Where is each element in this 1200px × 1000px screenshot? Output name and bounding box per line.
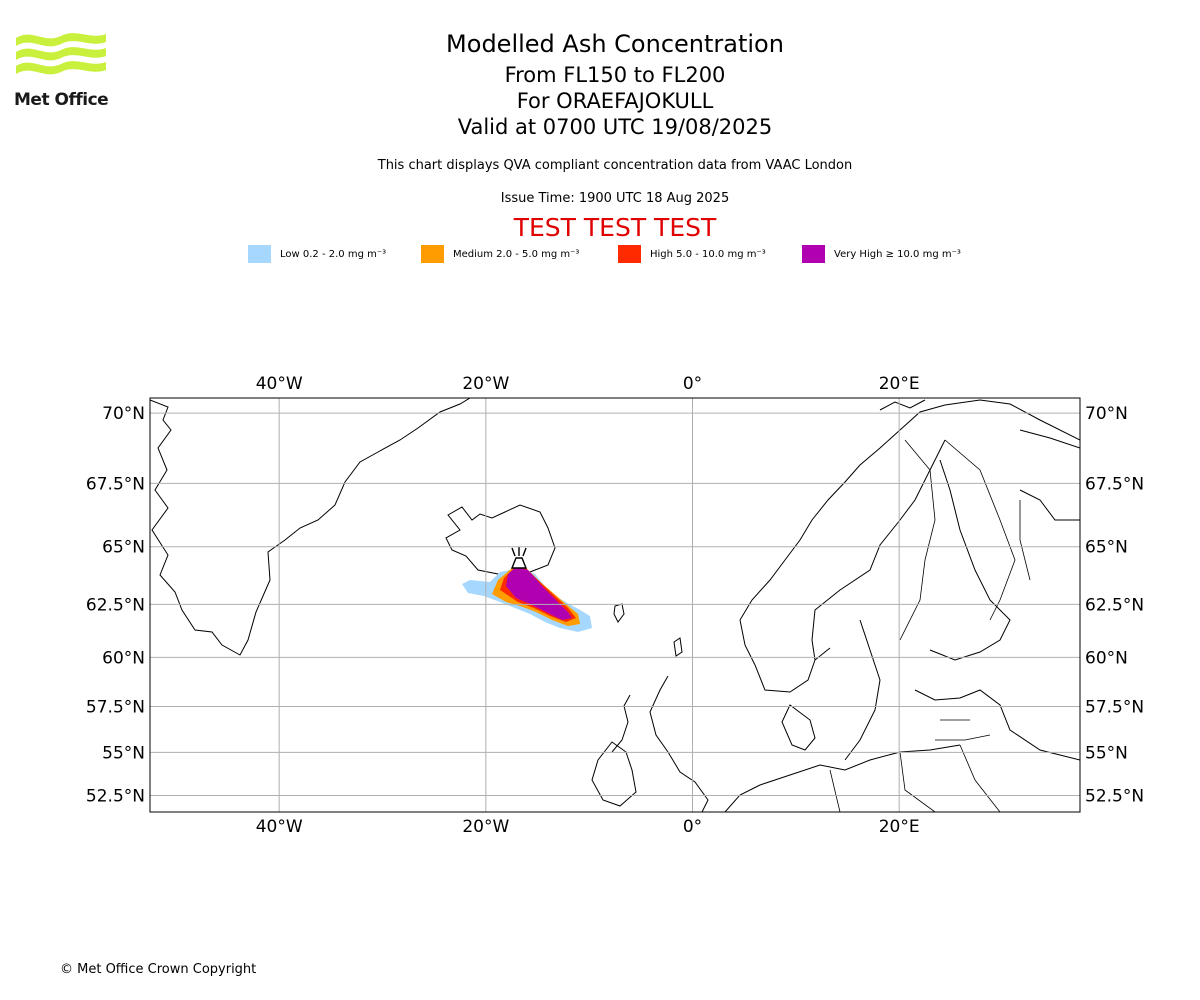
tick-labels: 40°W 40°W 20°W 20°W 0° 0° 20°E 20°E 70°N 70°N 67.5… xyxy=(86,374,1144,837)
legend-swatch-low xyxy=(248,245,271,263)
lon-tick-label-top: 20°W xyxy=(462,374,509,394)
legend-label-low: Low 0.2 - 2.0 mg m⁻³ xyxy=(280,248,387,260)
coastline-greenland xyxy=(150,398,471,656)
copyright: © Met Office Crown Copyright xyxy=(60,962,257,977)
coastline-white-sea xyxy=(1019,489,1080,521)
lon-tick-label-top: 40°W xyxy=(256,374,303,394)
coastline-baltic-states xyxy=(914,689,1080,761)
lat-tick-label-right: 57.5°N xyxy=(1085,697,1144,717)
lon-tick-label-top: 20°E xyxy=(879,374,920,394)
met-office-logo: Met Office xyxy=(14,30,109,112)
lat-tick-label-right: 67.5°N xyxy=(1085,474,1144,494)
flight-level-range: From FL150 to FL200 xyxy=(504,63,726,87)
met-office-waves-icon xyxy=(16,33,106,75)
legend-item-high: High 5.0 - 10.0 mg m⁻³ xyxy=(618,244,766,264)
coastline-continent xyxy=(724,744,961,812)
lon-tick-label-bottom: 20°W xyxy=(462,817,509,837)
coastline-norway-south xyxy=(739,619,831,693)
lat-tick-label-left: 52.5°N xyxy=(86,786,145,806)
lon-tick-label-bottom: 40°W xyxy=(256,817,303,837)
lat-tick-label-left: 70°N xyxy=(102,404,145,424)
chart-title: Modelled Ash Concentration xyxy=(446,30,784,58)
lat-tick-label-right: 65°N xyxy=(1085,538,1128,558)
volcano-icon xyxy=(510,547,528,569)
coastline-denmark xyxy=(781,704,816,751)
legend-swatch-very-high xyxy=(802,245,825,263)
met-office-logo-text: Met Office xyxy=(14,90,109,110)
legend-item-low: Low 0.2 - 2.0 mg m⁻³ xyxy=(248,244,386,264)
coastline-iceland xyxy=(445,504,556,579)
test-banner: TEST TEST TEST xyxy=(513,213,717,242)
lon-tick-label-top: 0° xyxy=(683,374,702,394)
lat-tick-label-right: 52.5°N xyxy=(1085,786,1144,806)
issue-time: Issue Time: 1900 UTC 18 Aug 2025 xyxy=(500,191,730,206)
legend-item-medium: Medium 2.0 - 5.0 mg m⁻³ xyxy=(421,244,579,264)
coastline-northern-fragments xyxy=(879,399,926,411)
lon-tick-label-bottom: 20°E xyxy=(879,817,920,837)
lat-tick-label-left: 57.5°N xyxy=(86,697,145,717)
lat-tick-label-right: 62.5°N xyxy=(1085,595,1144,615)
coastline-orkney xyxy=(673,637,683,657)
lat-tick-label-left: 55°N xyxy=(102,743,145,763)
ash-plume-very-high xyxy=(506,567,572,620)
subtitle: This chart displays QVA compliant concen… xyxy=(377,158,853,173)
coastline-baltic xyxy=(844,619,881,761)
valid-time: Valid at 0700 UTC 19/08/2025 xyxy=(457,115,773,139)
volcano-name: For ORAEFAJOKULL xyxy=(516,89,714,113)
coastline-finland xyxy=(929,459,1011,661)
legend-label-very-high: Very High ≥ 10.0 mg m⁻³ xyxy=(834,248,961,260)
legend-label-high: High 5.0 - 10.0 mg m⁻³ xyxy=(650,248,766,260)
lat-tick-label-right: 55°N xyxy=(1085,743,1128,763)
lat-tick-label-left: 62.5°N xyxy=(86,595,145,615)
lat-tick-label-right: 60°N xyxy=(1085,648,1128,668)
legend-swatch-high xyxy=(618,245,641,263)
coastline-sweden xyxy=(811,439,946,661)
lat-tick-label-left: 65°N xyxy=(102,538,145,558)
gridlines xyxy=(150,398,1080,812)
lat-tick-label-left: 60°N xyxy=(102,648,145,668)
map-area xyxy=(150,398,1080,812)
coastline-kola xyxy=(1019,429,1080,449)
coastline-norway xyxy=(739,399,1080,621)
lon-tick-label-bottom: 0° xyxy=(683,817,702,837)
legend-item-very-high: Very High ≥ 10.0 mg m⁻³ xyxy=(802,244,961,264)
coastline-britain-west xyxy=(611,694,631,753)
lat-tick-label-right: 70°N xyxy=(1085,404,1128,424)
coastlines xyxy=(150,398,1080,812)
country-borders xyxy=(829,439,1031,812)
lat-tick-label-left: 67.5°N xyxy=(86,474,145,494)
coastline-ireland xyxy=(591,741,637,807)
map-frame xyxy=(149,397,1081,813)
legend-swatch-medium xyxy=(421,245,444,263)
legend-label-medium: Medium 2.0 - 5.0 mg m⁻³ xyxy=(453,248,580,260)
ash-plume xyxy=(462,566,592,632)
